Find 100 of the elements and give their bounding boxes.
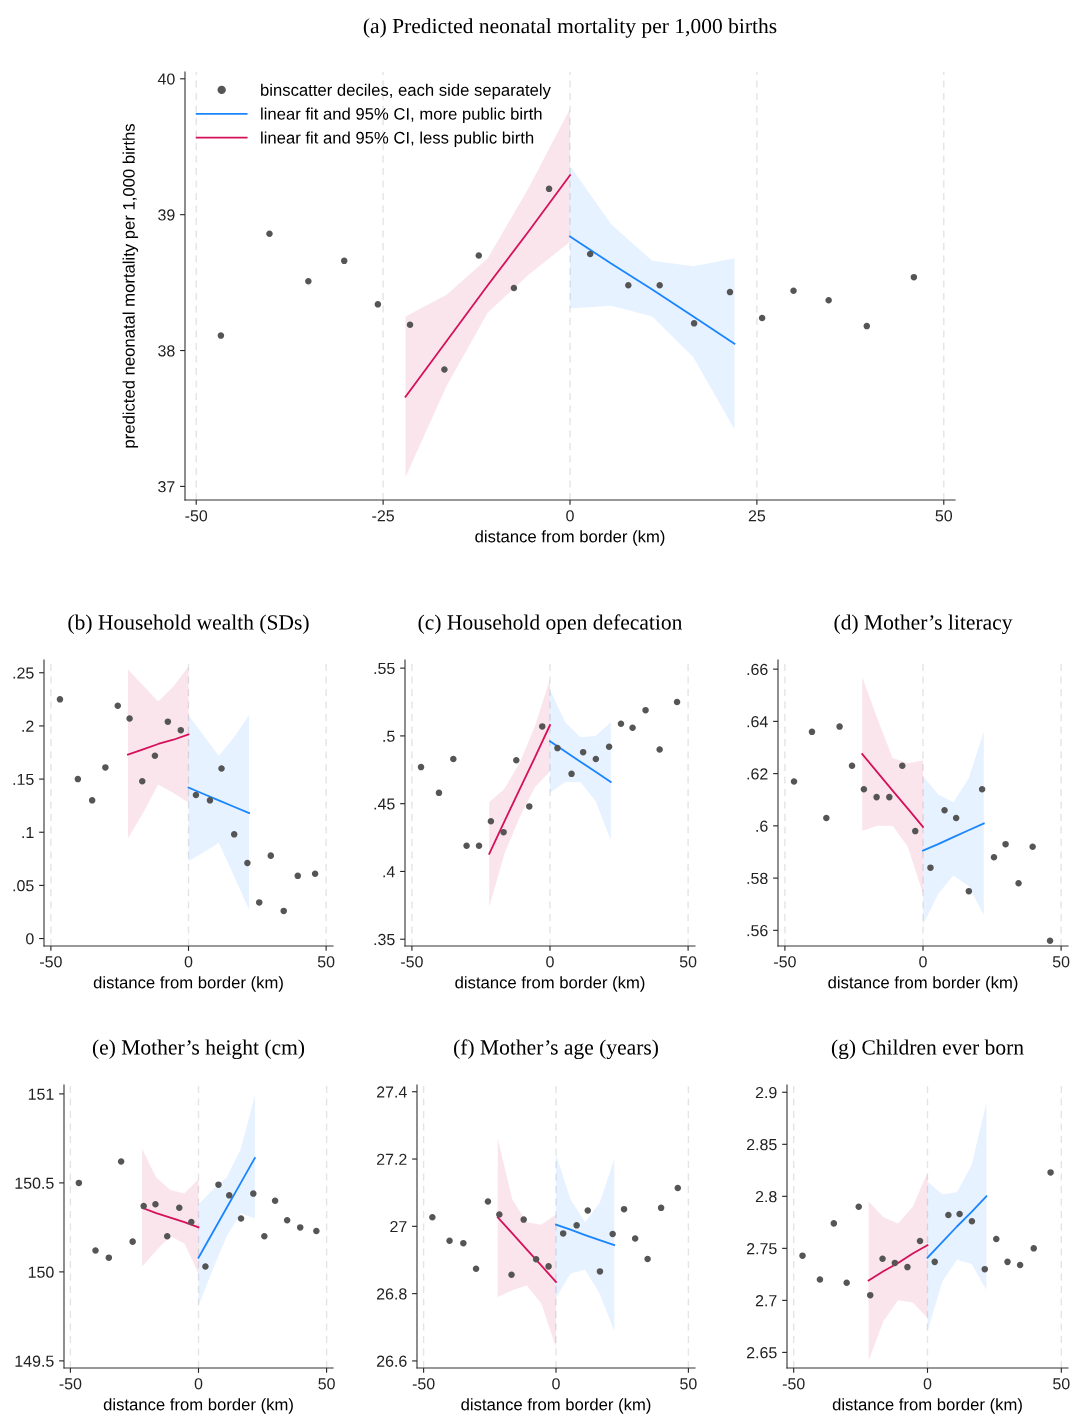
point [475,252,483,259]
point [860,786,868,793]
point [620,1205,628,1213]
point [617,720,625,727]
x-tick-label: 50 [680,1378,697,1390]
chart-title: (b) Household wealth (SDs) [68,614,309,635]
x-tick-label: -25 [372,510,394,522]
point [472,1265,480,1272]
point [848,762,856,770]
point [609,1230,616,1238]
point [592,755,600,763]
y-tick-label: 2.8 [755,1190,777,1203]
x-tick-label: 0 [566,510,574,522]
point [1002,840,1009,848]
line-series [127,733,190,756]
y-tick-label: .45 [374,798,395,810]
point [88,797,96,804]
line-series [926,1195,988,1259]
point [873,793,880,801]
line-series [197,1157,256,1259]
line-series [867,1244,929,1282]
point [656,746,663,753]
y-tick-label: 27.2 [377,1153,407,1165]
y-tick-label: 150.5 [15,1177,54,1189]
x-tick-label: -50 [185,510,208,522]
x-tick-label: -50 [401,956,423,968]
point [657,1204,665,1212]
chart-title: (d) Mother’s literacy [834,614,1013,635]
point [417,763,425,771]
y-tick-label: .15 [13,773,34,786]
point [808,728,816,736]
point [340,257,348,265]
point [568,770,575,778]
point [225,1192,233,1199]
point [435,789,443,797]
point [500,828,507,836]
point [690,320,698,327]
point [266,230,273,237]
point [441,366,448,373]
point [215,1181,222,1188]
point [579,748,587,756]
y-tick-label: .64 [747,716,768,728]
point [656,282,663,289]
point [952,814,960,822]
x-tick-label: -50 [782,1378,805,1390]
x-axis-title: distance from border (km) [93,976,283,992]
x-axis-title: distance from border (km) [475,530,665,546]
point [863,322,871,330]
point [912,827,919,835]
x-tick-label: 50 [317,956,335,968]
point [799,1252,806,1259]
point [823,814,830,822]
point [176,1204,183,1212]
chart-title: (a) Predicted neonatal mortality per 1,000 births [363,18,777,38]
x-axis-title: distance from border (km) [461,1398,651,1414]
point [836,723,843,730]
point [296,1224,304,1231]
point [164,718,172,725]
point [674,1184,682,1192]
point [673,698,681,706]
y-tick-label: 150 [28,1266,54,1278]
point [463,842,470,849]
chart-title: (c) Household open defecation [418,614,683,635]
point [916,1237,924,1245]
point [105,1254,113,1261]
point [520,1216,527,1223]
point [283,1217,291,1224]
point [559,1230,567,1237]
line-series [404,174,571,398]
legend-label: binscatter deciles, each side separately [261,83,551,100]
point [825,297,832,304]
point [978,786,986,793]
chart-title: (g) Children ever born [831,1039,1024,1060]
point [1029,843,1036,851]
x-tick-label: 50 [318,1378,335,1390]
point [237,1215,245,1222]
point [586,250,594,258]
point [539,723,546,730]
line-series [555,1223,616,1247]
point [484,1198,492,1205]
point [450,755,457,763]
point [956,1210,963,1218]
x-tick-label: 0 [919,956,927,968]
point [496,1211,503,1218]
y-tick-label: 26.6 [377,1355,407,1367]
y-tick-label: 2.75 [747,1242,777,1255]
x-tick-label: -50 [412,1378,435,1390]
point [374,301,382,308]
point [271,1197,279,1204]
point [267,852,275,859]
y-tick-label: 151 [28,1088,54,1100]
point [866,1291,874,1299]
point [152,1200,159,1208]
chart-title: (e) Mother’s height (cm) [92,1039,305,1060]
y-tick-label: 2.85 [747,1138,777,1151]
line-series [569,235,736,345]
line-series [187,786,250,815]
x-tick-label: 0 [184,956,193,968]
x-axis-title: distance from border (km) [455,976,645,992]
x-tick-label: 0 [923,1378,932,1390]
